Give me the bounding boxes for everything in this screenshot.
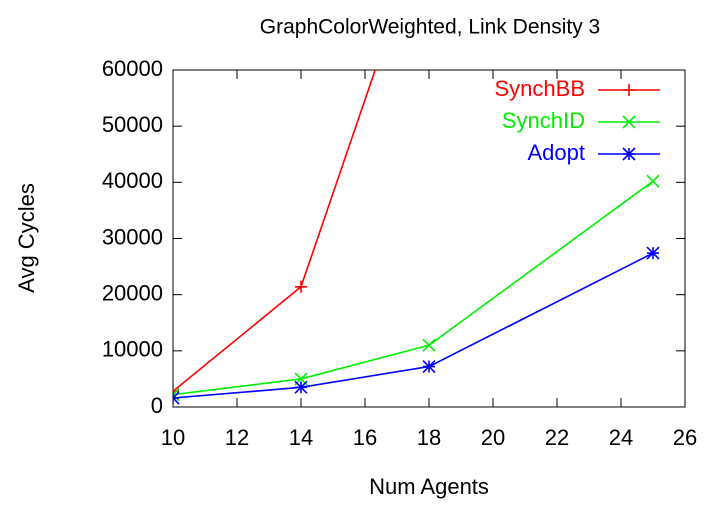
- marker: [646, 174, 660, 188]
- x-tick-label: 18: [417, 425, 441, 450]
- x-tick-label: 22: [545, 425, 569, 450]
- marker: [173, 391, 180, 405]
- x-axis-label: Num Agents: [369, 474, 489, 499]
- y-tick-label: 50000: [102, 112, 163, 137]
- series-line: [173, 180, 654, 396]
- y-tick-label: 10000: [102, 337, 163, 362]
- y-tick-label: 20000: [102, 280, 163, 305]
- legend-label: SynchBB: [495, 76, 586, 101]
- x-tick-label: 16: [353, 425, 377, 450]
- y-tick-label: 0: [151, 393, 163, 418]
- y-axis-label: Avg Cycles: [14, 183, 39, 293]
- x-tick-label: 14: [289, 425, 313, 450]
- series-line: [173, 252, 654, 399]
- y-tick-label: 30000: [102, 224, 163, 249]
- marker: [646, 246, 660, 260]
- x-tick-label: 20: [481, 425, 505, 450]
- marker: [622, 115, 636, 129]
- x-tick-label: 12: [225, 425, 249, 450]
- x-tick-label: 26: [673, 425, 697, 450]
- x-tick-label: 24: [609, 425, 633, 450]
- marker: [623, 84, 635, 96]
- marker: [622, 147, 636, 161]
- marker: [295, 280, 307, 293]
- legend-label: SynchID: [502, 108, 585, 133]
- plot-area: [173, 70, 660, 405]
- plot-border: [172, 69, 686, 408]
- legend-label: Adopt: [528, 140, 586, 165]
- y-tick-label: 60000: [102, 56, 163, 81]
- x-tick-label: 10: [161, 425, 185, 450]
- marker: [422, 338, 436, 352]
- series-line: [173, 70, 377, 392]
- marker: [294, 380, 308, 394]
- y-tick-label: 40000: [102, 168, 163, 193]
- marker: [422, 359, 436, 374]
- chart-title: GraphColorWeighted, Link Density 3: [260, 16, 600, 39]
